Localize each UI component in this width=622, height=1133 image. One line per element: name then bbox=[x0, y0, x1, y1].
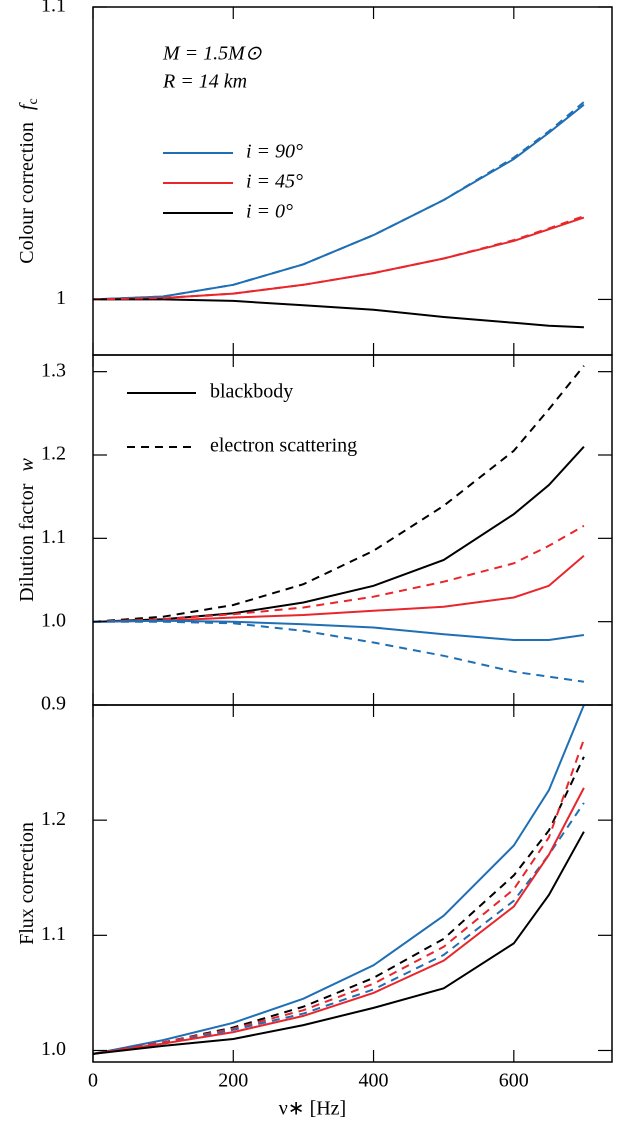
y-tick-label: 1.3 bbox=[41, 359, 66, 381]
plot-frame bbox=[92, 704, 613, 1063]
y-tick-label: 1.1 bbox=[41, 526, 66, 548]
series-line bbox=[92, 756, 585, 1055]
series-line bbox=[92, 103, 585, 301]
series-line bbox=[92, 555, 585, 623]
series-line bbox=[92, 216, 585, 301]
x-tick-label: 400 bbox=[359, 1070, 389, 1092]
y-tick-label: 1.2 bbox=[41, 443, 66, 465]
series-line bbox=[92, 787, 585, 1055]
plot-frame bbox=[92, 354, 613, 706]
series-line bbox=[92, 802, 585, 1055]
x-tick-label: 0 bbox=[88, 1070, 98, 1092]
legend-label: electron scattering bbox=[210, 435, 357, 457]
annotation: R = 14 km bbox=[162, 71, 247, 93]
legend-label: i = 45° bbox=[246, 171, 303, 193]
y-axis-label: Dilution factor w bbox=[16, 458, 38, 602]
series-line bbox=[92, 446, 585, 623]
x-tick-label: 600 bbox=[499, 1070, 529, 1092]
series-line bbox=[93, 298, 584, 329]
legend-label: blackbody bbox=[210, 381, 293, 403]
x-axis-label: ν∗ [Hz] bbox=[279, 1098, 346, 1120]
legend-label: i = 90° bbox=[246, 141, 303, 163]
series-line bbox=[92, 704, 585, 1055]
series-line bbox=[92, 365, 585, 623]
y-axis-label-text: Colour correction bbox=[16, 122, 38, 264]
series-line bbox=[93, 620, 585, 683]
y-axis-subscript: c bbox=[26, 98, 41, 104]
y-axis-symbol: w bbox=[16, 458, 38, 472]
legend-label: i = 0° bbox=[246, 201, 293, 223]
y-tick-label: 1.2 bbox=[41, 808, 66, 830]
annotation: M = 1.5M⊙ bbox=[162, 43, 262, 65]
y-axis-label: Colour correction fc bbox=[16, 98, 42, 263]
y-tick-label: 1.1 bbox=[41, 923, 66, 945]
series-line bbox=[92, 739, 585, 1055]
series-line bbox=[92, 101, 585, 301]
series-line bbox=[92, 215, 585, 301]
y-axis-symbol: f bbox=[16, 102, 38, 110]
y-axis-label-text: Flux correction bbox=[16, 822, 38, 945]
y-tick-label: 0.9 bbox=[41, 693, 66, 715]
series-line bbox=[92, 831, 585, 1055]
x-tick-label: 200 bbox=[218, 1070, 248, 1092]
y-tick-label: 1 bbox=[56, 287, 66, 309]
y-tick-label: 1.0 bbox=[41, 609, 66, 631]
series-line bbox=[92, 619, 585, 641]
y-axis-label-text: Dilution factor bbox=[16, 483, 38, 602]
series-line bbox=[92, 524, 585, 623]
y-tick-label: 1.1 bbox=[41, 0, 66, 17]
y-tick-label: 1.0 bbox=[41, 1038, 66, 1060]
y-axis-label: Flux correction bbox=[16, 822, 38, 945]
